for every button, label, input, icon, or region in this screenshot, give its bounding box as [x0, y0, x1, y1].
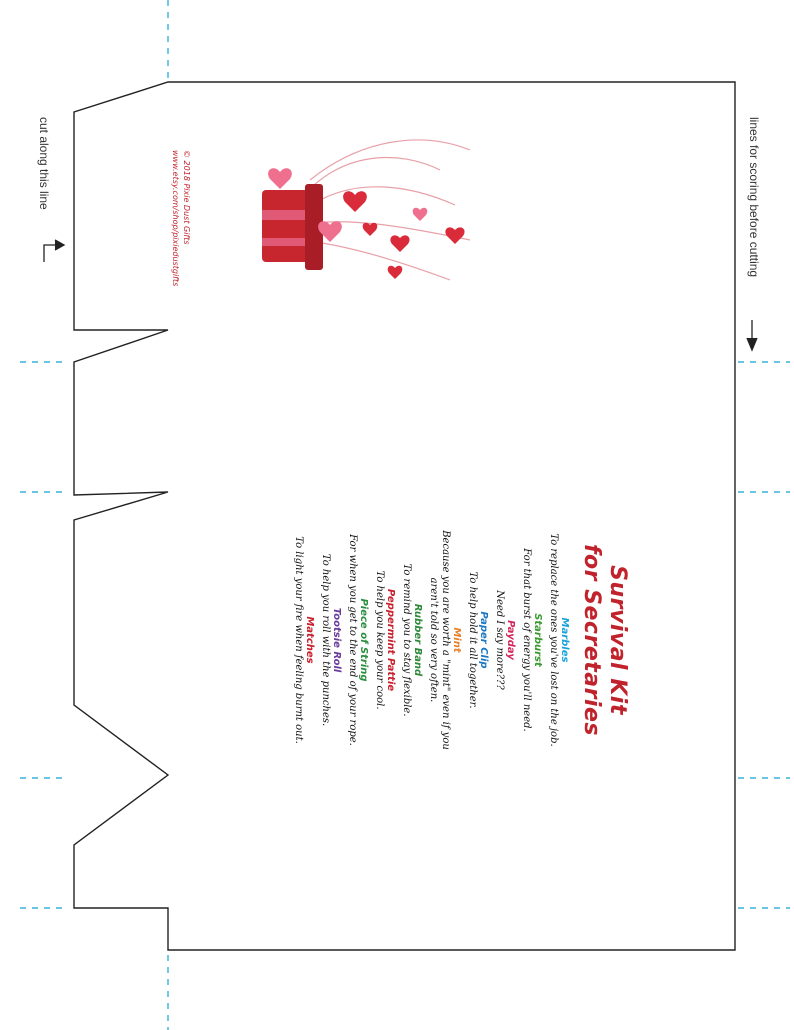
- item-description: To help hold it all together.: [467, 571, 478, 709]
- item-description: To replace the ones you've lost on the j…: [548, 533, 559, 747]
- cut-outline: [73, 81, 736, 951]
- item-name: Mint: [451, 627, 462, 653]
- copyright-line: © 2018 Pixie Dust Gifts: [182, 150, 191, 245]
- item-description: Need I say more???: [494, 590, 505, 690]
- cut-arrow-icon: [43, 239, 66, 262]
- shop-url: www.etsy.com/shop/pixiedustgifts: [171, 150, 180, 287]
- item-description: To help you roll with the punches.: [320, 553, 331, 727]
- item-name: Marbles: [559, 617, 570, 663]
- item-name: Rubber Band: [412, 603, 423, 677]
- gift-box-hearts-illustration: [262, 139, 471, 281]
- card-title: Survival Kit for Secretaries: [578, 520, 630, 760]
- score-label: lines for scoring before cutting: [744, 117, 764, 360]
- score-arrow-icon: [746, 320, 758, 352]
- item-description: To light your fire when feeling burnt ou…: [293, 536, 304, 744]
- cut-label-text: cut along this line: [37, 117, 51, 210]
- item-name: Peppermint Pattie: [385, 588, 396, 692]
- cut-label: cut along this line: [34, 117, 54, 360]
- item-description: Because you are worth a "mint" even if y…: [428, 530, 451, 750]
- score-guides: [20, 0, 790, 1030]
- item-name: Payday: [505, 620, 516, 660]
- title-line-2: for Secretaries: [579, 543, 604, 737]
- item-name: Tootsie Roll: [331, 607, 342, 673]
- card-text-inner: Survival Kit for Secretaries Marbles To r…: [200, 520, 630, 760]
- item-description: To remind you to stay flexible.: [401, 563, 412, 717]
- item-name: Piece of String: [358, 598, 369, 682]
- item-name: Matches: [304, 616, 315, 664]
- item-description: To help you keep your cool.: [374, 570, 385, 710]
- score-label-text: lines for scoring before cutting: [747, 117, 761, 278]
- item-description: For when you get to the end of your rope…: [347, 534, 358, 746]
- item-name: Paper Clip: [478, 611, 489, 669]
- item-list: Marbles To replace the ones you've lost o…: [292, 520, 570, 760]
- item-description: For that burst of energy you'll need.: [521, 548, 532, 732]
- item-name: Starburst: [532, 613, 543, 667]
- title-line-1: Survival Kit: [605, 565, 630, 715]
